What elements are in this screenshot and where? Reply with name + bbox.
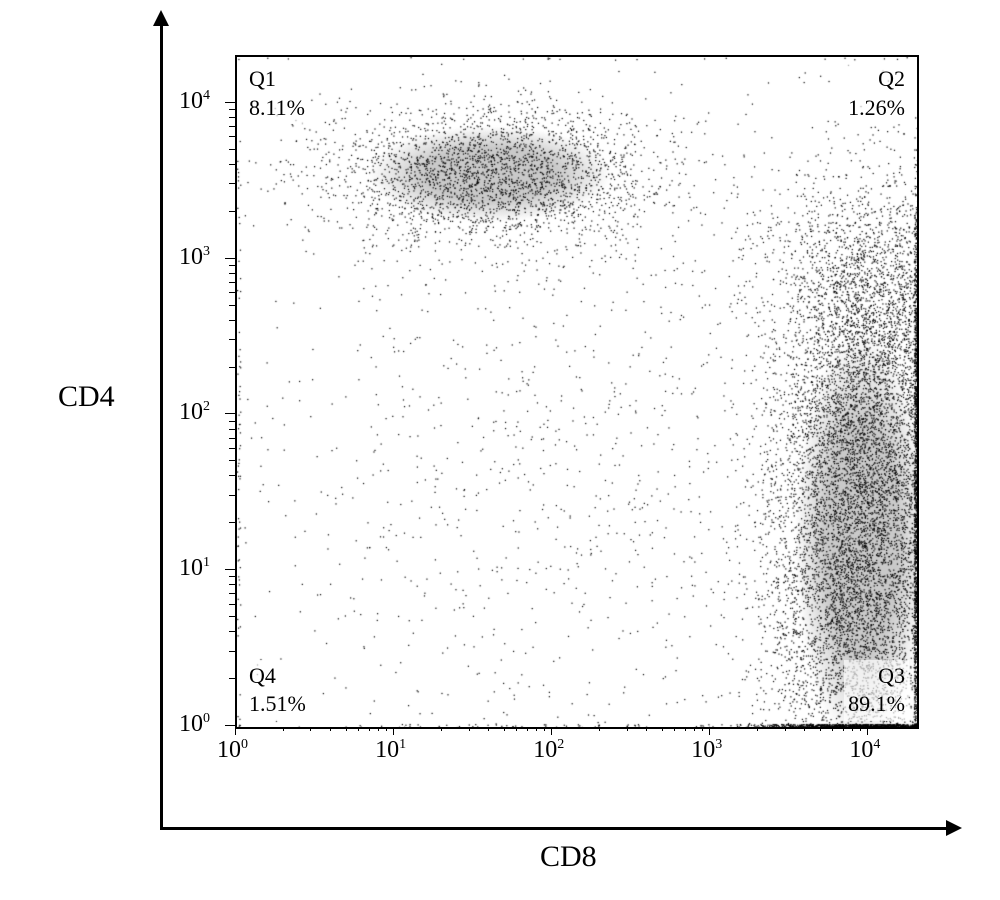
y-minor-tick <box>229 631 235 632</box>
y-minor-tick <box>229 678 235 679</box>
y-tick-label: 102 <box>179 399 210 426</box>
y-minor-tick <box>229 367 235 368</box>
x-tick <box>235 725 236 735</box>
y-minor-tick <box>229 438 235 439</box>
y-minor-tick <box>229 320 235 321</box>
x-tick-label: 104 <box>849 737 880 764</box>
quadrant-q4-label: Q4 1.51% <box>245 660 310 721</box>
x-tick-label: 103 <box>691 737 722 764</box>
y-minor-tick <box>229 421 235 422</box>
y-axis-label: CD4 <box>58 380 115 414</box>
y-axis-line <box>160 20 163 830</box>
y-minor-tick <box>229 305 235 306</box>
q1-name: Q1 <box>249 66 276 91</box>
quadrant-q2-label: Q2 1.26% <box>844 63 909 124</box>
plot-area: Q1 8.11% Q2 1.26% Q4 1.51% Q3 89.1% <box>235 55 919 729</box>
y-tick-label: 103 <box>179 244 210 271</box>
y-tick <box>225 725 235 726</box>
y-minor-tick <box>229 604 235 605</box>
y-minor-tick <box>229 460 235 461</box>
y-minor-tick <box>229 136 235 137</box>
q2-name: Q2 <box>878 66 905 91</box>
y-minor-tick <box>229 292 235 293</box>
y-tick <box>225 569 235 570</box>
y-minor-tick <box>229 211 235 212</box>
y-minor-tick <box>229 109 235 110</box>
y-minor-tick <box>229 576 235 577</box>
q4-pct: 1.51% <box>249 691 306 716</box>
q3-name: Q3 <box>878 663 905 688</box>
y-minor-tick <box>229 522 235 523</box>
y-minor-tick <box>229 584 235 585</box>
x-tick-label: 101 <box>375 737 406 764</box>
y-minor-tick <box>229 282 235 283</box>
y-minor-tick <box>229 616 235 617</box>
y-minor-tick <box>229 495 235 496</box>
y-tick <box>225 258 235 259</box>
y-tick <box>225 413 235 414</box>
y-tick-label: 101 <box>179 555 210 582</box>
y-minor-tick <box>229 475 235 476</box>
x-axis-line <box>160 827 950 830</box>
y-tick <box>225 102 235 103</box>
y-minor-tick <box>229 117 235 118</box>
y-minor-tick <box>229 448 235 449</box>
y-minor-tick <box>229 126 235 127</box>
q1-pct: 8.11% <box>249 95 305 120</box>
q2-pct: 1.26% <box>848 95 905 120</box>
flow-cytometry-chart: CD4 CD8 Q1 8.11% Q2 1.26% Q4 1.51% Q3 89… <box>50 20 950 880</box>
x-tick-label: 100 <box>217 737 248 764</box>
y-minor-tick <box>229 273 235 274</box>
y-minor-tick <box>229 265 235 266</box>
q3-pct: 89.1% <box>848 691 905 716</box>
y-axis-arrow <box>153 10 169 26</box>
y-minor-tick <box>229 339 235 340</box>
x-tick-label: 102 <box>533 737 564 764</box>
y-minor-tick <box>229 149 235 150</box>
scatter-canvas <box>237 57 917 727</box>
y-minor-tick <box>229 164 235 165</box>
y-tick-label: 104 <box>179 88 210 115</box>
quadrant-q3-label: Q3 89.1% <box>844 660 909 721</box>
y-minor-tick <box>229 429 235 430</box>
quadrant-q1-label: Q1 8.11% <box>245 63 309 124</box>
y-tick-label: 100 <box>179 711 210 738</box>
x-axis-arrow <box>946 820 962 836</box>
q4-name: Q4 <box>249 663 276 688</box>
y-minor-tick <box>229 183 235 184</box>
x-axis-label: CD8 <box>540 840 597 874</box>
y-minor-tick <box>229 593 235 594</box>
y-minor-tick <box>229 651 235 652</box>
